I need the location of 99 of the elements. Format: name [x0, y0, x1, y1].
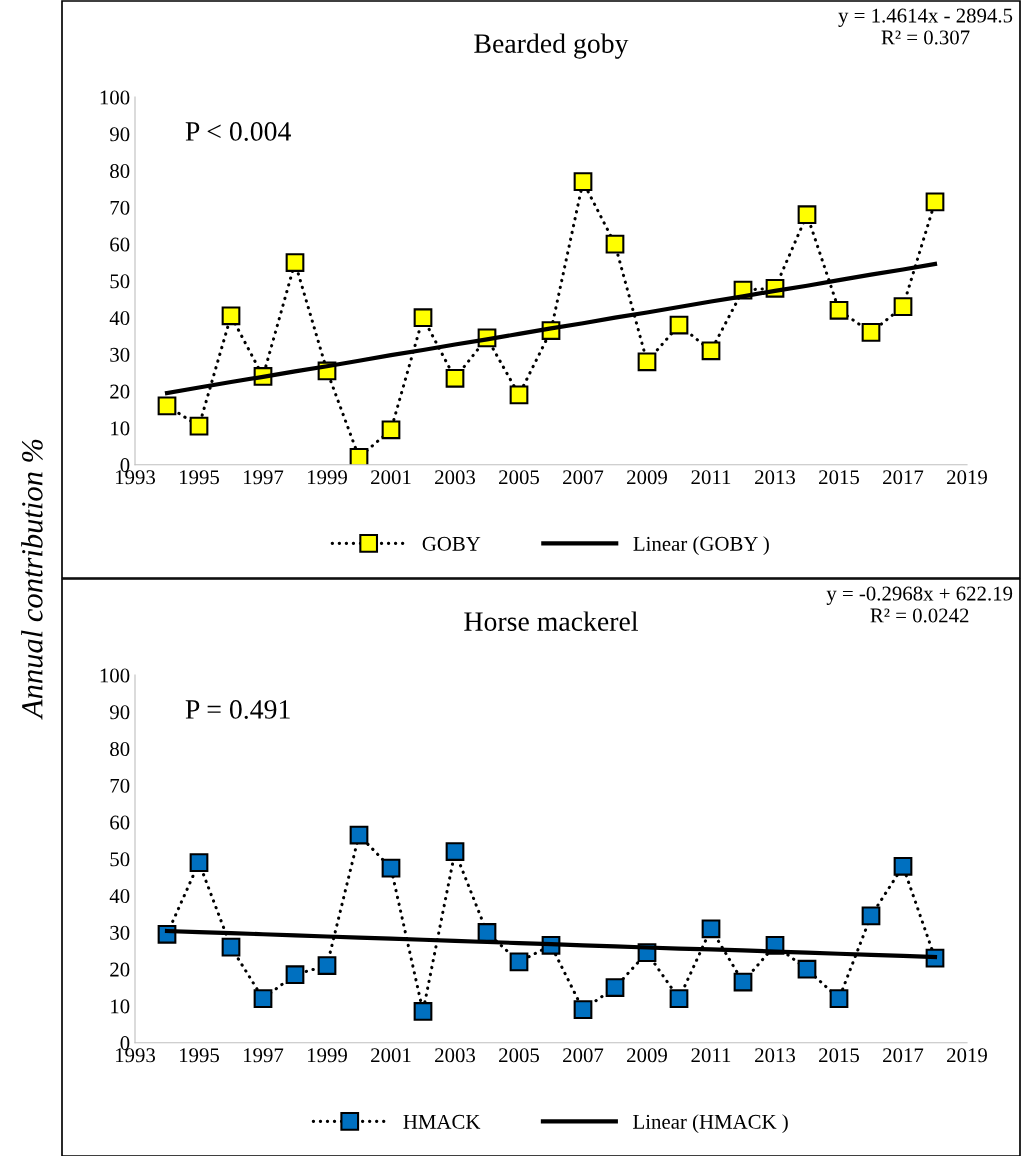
- point: [573, 1000, 593, 1019]
- point: [701, 341, 721, 361]
- point: [861, 906, 881, 926]
- x-tick-label: 1997: [244, 1048, 284, 1063]
- annotation: P < 0.004: [185, 122, 291, 141]
- point: [829, 300, 849, 320]
- y-tick-label: 90: [109, 705, 130, 720]
- point: [381, 420, 401, 440]
- x-tick-label: 2017: [883, 470, 924, 485]
- text: y = -0.2968x + 622.19 R² = 0.0242: [826, 586, 1013, 623]
- x-tick-label: 2009: [627, 470, 667, 485]
- point: [605, 234, 625, 254]
- point: [381, 858, 401, 878]
- point: [733, 972, 753, 992]
- chart-title: Horse mackerel: [464, 611, 638, 631]
- x-tick-label: 2009: [627, 1048, 667, 1063]
- y-tick-label: 60: [110, 237, 130, 252]
- x-tick-label: 2013: [755, 470, 796, 485]
- x-tick-label: 2001: [371, 470, 411, 485]
- point: [797, 959, 817, 979]
- x-tick-label: 2003: [435, 1048, 476, 1063]
- x-tick-label: 2011: [691, 470, 731, 485]
- point: [893, 856, 913, 876]
- y-tick-label: 30: [110, 925, 130, 940]
- point: [445, 368, 465, 388]
- point: [637, 352, 657, 372]
- legend-label: Linear (HMACK ): [633, 1114, 788, 1134]
- point: [797, 205, 817, 225]
- point: [285, 965, 305, 985]
- point: [893, 297, 913, 317]
- y-tick-label: 0: [120, 1036, 130, 1051]
- y-tick-label: 80: [110, 742, 130, 757]
- point: [317, 956, 337, 975]
- point: [509, 952, 529, 972]
- point: [445, 842, 465, 861]
- y-tick-label: 40: [109, 889, 130, 904]
- annotation: P = 0.491: [185, 700, 290, 719]
- x-tick-label: 2001: [371, 1048, 411, 1063]
- point: [605, 978, 625, 997]
- y-tick-label: 100: [100, 90, 130, 105]
- y-tick-label: 10: [111, 999, 130, 1014]
- x-tick-label: 1993: [116, 1048, 156, 1063]
- y-tick-label: 50: [110, 852, 130, 867]
- y-tick-label: 100: [100, 668, 130, 683]
- y-tick-label: 0: [120, 458, 130, 473]
- point: [701, 919, 721, 939]
- legend-label: Linear (GOBY ): [633, 536, 769, 556]
- point: [221, 306, 241, 326]
- point: [253, 989, 273, 1008]
- chart-title: Bearded goby: [474, 33, 629, 59]
- y-tick-label: 50: [110, 274, 130, 289]
- y-tick-label: 20: [110, 384, 130, 399]
- x-tick-label: 1997: [244, 470, 284, 485]
- point: [349, 825, 369, 845]
- x-tick-label: 2015: [819, 470, 860, 485]
- x-tick-label: 1995: [180, 470, 220, 485]
- y-tick-label: 70: [110, 778, 130, 793]
- point: [573, 172, 593, 192]
- x-tick-label: 1999: [308, 1048, 347, 1063]
- x-tick-label: 2013: [755, 1048, 796, 1063]
- x-tick-label: 1993: [116, 470, 156, 485]
- point: [925, 192, 945, 212]
- legend-label: GOBY: [422, 536, 481, 551]
- point: [861, 323, 881, 342]
- legend-label: HMACK: [403, 1114, 481, 1129]
- point: [413, 1002, 433, 1021]
- point: [285, 253, 305, 272]
- x-tick-label: 2007: [563, 1048, 604, 1063]
- x-tick-label: 2007: [563, 470, 604, 485]
- point: [189, 416, 209, 436]
- point: [509, 385, 529, 405]
- x-tick-label: 2011: [691, 1048, 731, 1063]
- y-tick-label: 40: [109, 311, 130, 326]
- x-tick-label: 2015: [819, 1048, 860, 1063]
- point: [157, 396, 177, 416]
- point: [189, 853, 209, 872]
- x-tick-label: 2005: [499, 470, 540, 485]
- x-tick-label: 2019: [947, 1048, 987, 1063]
- point: [669, 315, 689, 335]
- x-tick-label: 2003: [435, 470, 476, 485]
- x-tick-label: 2019: [947, 470, 987, 485]
- point: [221, 937, 241, 957]
- y-tick-label: 80: [110, 164, 130, 179]
- x-tick-label: 2005: [499, 1048, 540, 1063]
- x-tick-label: 1995: [180, 1048, 220, 1063]
- point: [829, 989, 849, 1008]
- y-tick-label: 60: [110, 815, 130, 830]
- x-tick-label: 1999: [308, 470, 347, 485]
- x-tick-label: 2017: [883, 1048, 924, 1063]
- y-axis-title: Annual contribution %: [21, 439, 43, 720]
- point: [413, 308, 433, 328]
- point: [349, 447, 369, 465]
- y-tick-label: 90: [109, 127, 130, 142]
- y-tick-label: 70: [110, 200, 130, 215]
- y-tick-label: 30: [110, 347, 130, 362]
- y-tick-label: 10: [111, 421, 130, 436]
- y-tick-label: 20: [110, 962, 130, 977]
- point: [669, 989, 689, 1008]
- text: y = 1.4614x - 2894.5 R² = 0.307: [838, 8, 1013, 45]
